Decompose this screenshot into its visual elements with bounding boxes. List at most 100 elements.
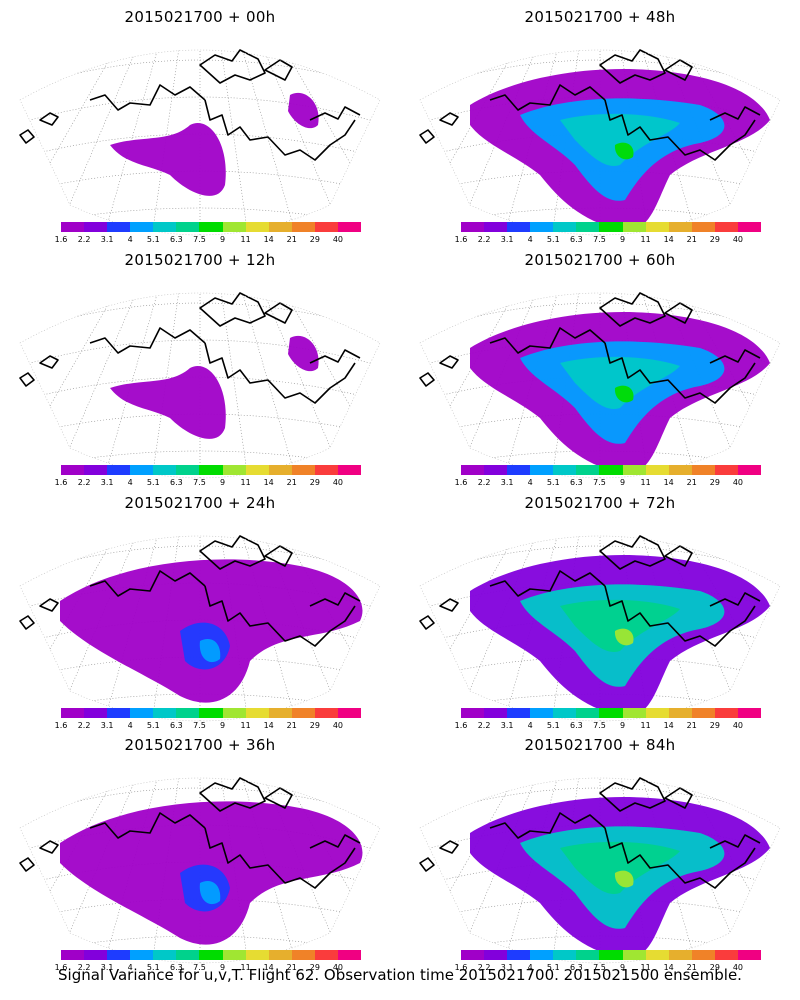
variance-contour <box>560 841 680 894</box>
colorbar-swatch <box>130 222 154 232</box>
colorbar-swatch <box>199 708 223 718</box>
forecast-panel: 2015021700 + 72h 1.6 2.2 3.1 4 5.1 6.3 7.5 9 11 14… <box>400 486 800 730</box>
colorbar-swatch <box>291 708 315 718</box>
polar-map <box>19 49 381 236</box>
colorbar-label: 21 <box>286 478 297 487</box>
colorbar-label: 29 <box>309 963 320 972</box>
colorbar-swatch <box>199 465 223 475</box>
colorbar-swatch <box>107 465 131 475</box>
colorbar <box>461 708 762 718</box>
colorbar-label: 4 <box>527 721 533 730</box>
polar-map <box>419 535 781 722</box>
colorbar-label: 21 <box>686 235 697 244</box>
colorbar-swatch <box>691 222 715 232</box>
colorbar-swatch <box>645 222 669 232</box>
colorbar-label: 21 <box>286 963 297 972</box>
colorbar-swatch <box>645 465 669 475</box>
colorbar <box>61 465 362 475</box>
colorbar-label: 40 <box>332 478 344 487</box>
colorbar-swatch <box>530 222 554 232</box>
forecast-panel: 2015021700 + 12h 1.6 2.2 3.1 4 5.1 6.3 7.5 9 11 14… <box>0 243 400 487</box>
colorbar-label: 3.1 <box>100 963 114 972</box>
colorbar-label: 9 <box>619 235 626 244</box>
colorbar-swatch <box>268 465 292 475</box>
colorbar-swatch <box>107 708 131 718</box>
colorbar-label: 9 <box>219 235 226 244</box>
colorbar-label: 7.5 <box>193 963 206 972</box>
colorbar-swatch <box>199 222 223 232</box>
polar-map <box>19 292 381 479</box>
colorbar-label: 4 <box>527 235 533 244</box>
coastline <box>19 535 361 647</box>
colorbar-swatch <box>576 950 600 960</box>
panel-title: 2015021700 + 48h <box>524 8 676 26</box>
variance-contour <box>560 356 680 409</box>
colorbar-label: 4 <box>127 478 133 487</box>
colorbar-swatch <box>530 465 554 475</box>
colorbar-label: 2.2 <box>77 478 91 487</box>
colorbar-swatch <box>337 465 362 475</box>
colorbar-swatch <box>576 708 600 718</box>
colorbar-swatch <box>507 708 531 718</box>
colorbar-label: 14 <box>663 721 674 730</box>
colorbar-label: 2.2 <box>77 721 91 730</box>
figure-caption: Signal Variance for u,v,T. Flight 62. Ob… <box>58 966 742 984</box>
coastline <box>419 777 761 889</box>
colorbar-swatch <box>668 465 692 475</box>
colorbar-swatch <box>61 222 85 232</box>
colorbar-label: 3.1 <box>500 721 514 730</box>
colorbar-label: 6.3 <box>170 235 183 244</box>
colorbar-label: 11 <box>640 721 651 730</box>
variance-contour <box>288 335 319 372</box>
colorbar-swatch <box>84 950 108 960</box>
variance-field <box>110 335 319 439</box>
colorbar-swatch <box>337 950 362 960</box>
colorbar-swatch <box>61 950 85 960</box>
colorbar-label: 3.1 <box>500 478 514 487</box>
coastline <box>419 535 761 647</box>
colorbar-swatch <box>484 465 508 475</box>
colorbar-label: 40 <box>732 721 744 730</box>
colorbar-swatch <box>130 950 154 960</box>
colorbar-label: 7.5 <box>593 721 606 730</box>
coastline <box>19 292 361 404</box>
colorbar-label: 29 <box>709 721 720 730</box>
colorbar-label: 5.1 <box>546 478 560 487</box>
colorbar-label: 29 <box>309 721 320 730</box>
colorbar-label: 9 <box>619 721 626 730</box>
variance-contour <box>614 870 634 888</box>
colorbar-swatch <box>599 708 623 718</box>
colorbar-label: 1.6 <box>454 235 468 244</box>
colorbar-swatch <box>576 465 600 475</box>
colorbar-swatch <box>622 708 646 718</box>
panel-title: 2015021700 + 60h <box>524 251 676 269</box>
colorbar-label: 7.5 <box>193 235 206 244</box>
forecast-panel: 2015021700 + 84h 1.6 2.2 3.1 4 5.1 6.3 7.5 9 11 14… <box>400 728 800 972</box>
colorbar-swatch <box>599 465 623 475</box>
colorbar-swatch <box>222 465 246 475</box>
colorbar-swatch <box>622 465 646 475</box>
colorbar-label: 6.3 <box>170 963 183 972</box>
colorbar-label: 9 <box>619 963 626 972</box>
colorbar-label: 5.1 <box>146 721 160 730</box>
polar-map <box>19 777 381 964</box>
colorbar-swatch <box>691 708 715 718</box>
colorbar-swatch <box>337 222 362 232</box>
variance-field <box>110 92 319 196</box>
colorbar-swatch <box>553 465 577 475</box>
colorbar-swatch <box>714 708 738 718</box>
colorbar-label: 4 <box>127 235 133 244</box>
coastline <box>419 49 761 161</box>
colorbar-label: 2.2 <box>477 235 491 244</box>
variance-contour <box>560 599 680 652</box>
colorbar-label: 7.5 <box>593 235 606 244</box>
variance-contour <box>614 385 634 403</box>
colorbar-swatch <box>291 465 315 475</box>
colorbar <box>461 465 762 475</box>
colorbar-swatch <box>737 465 762 475</box>
colorbar-label: 9 <box>219 963 226 972</box>
colorbar-swatch <box>714 465 738 475</box>
colorbar-swatch <box>314 222 338 232</box>
colorbar-swatch <box>553 950 577 960</box>
colorbar-swatch <box>530 708 554 718</box>
